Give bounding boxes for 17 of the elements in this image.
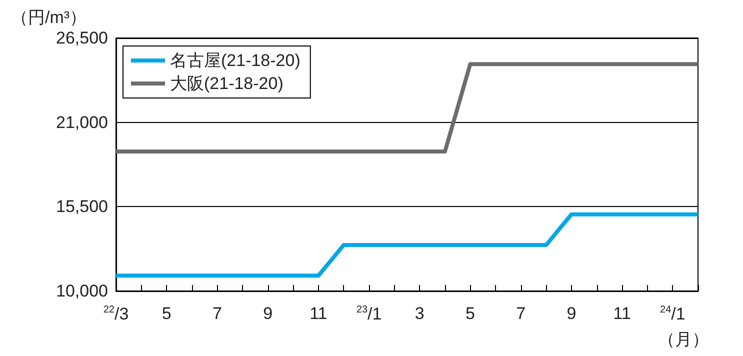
y-tick-label: 26,500 [56,28,108,48]
legend-label: 大阪(21-18-20) [170,74,284,93]
x-tick-label: 11 [613,304,631,323]
x-tick-label: 9 [263,304,273,323]
x-tick-label: 3 [414,304,424,323]
legend-label: 名古屋(21-18-20) [170,51,300,70]
y-tick-label: 10,000 [56,282,108,300]
x-tick-label: 7 [212,304,222,323]
y-tick-label: 21,000 [56,112,108,132]
x-tick-label: 11 [310,304,328,323]
x-tick-label: 9 [566,304,576,323]
x-tick-label: 7 [516,304,526,323]
x-tick-label: 5 [162,304,172,323]
y-tick-label: 15,500 [56,197,108,216]
x-axis-title: （月） [658,330,709,349]
x-tick-label: 5 [466,304,475,323]
y-axis-title: （円/m³） [11,8,87,27]
